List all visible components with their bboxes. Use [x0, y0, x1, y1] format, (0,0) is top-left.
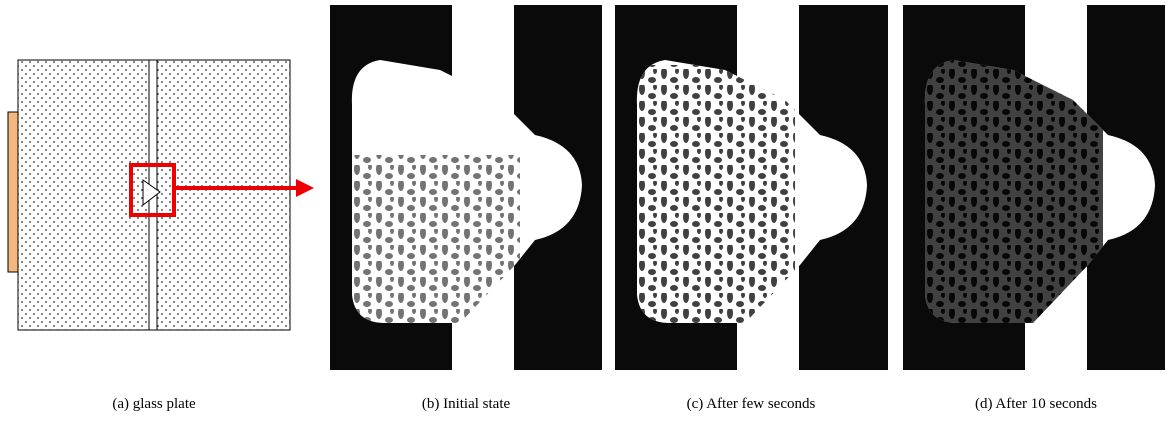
arrow-head [296, 179, 314, 197]
figure: (a) glass plate (b) Initial state (c) Af… [0, 0, 1172, 425]
plate-edge [8, 112, 18, 272]
caption: (a) glass plate [112, 396, 196, 412]
caption: (b) Initial state [422, 396, 511, 412]
photo-few-seconds [615, 5, 888, 370]
caption: (d) After 10 seconds [975, 396, 1097, 412]
glass-plate-diagram [8, 60, 314, 330]
caption: (c) After few seconds [687, 396, 816, 412]
photo-ten-seconds [903, 5, 1165, 370]
photo-initial [330, 5, 602, 370]
